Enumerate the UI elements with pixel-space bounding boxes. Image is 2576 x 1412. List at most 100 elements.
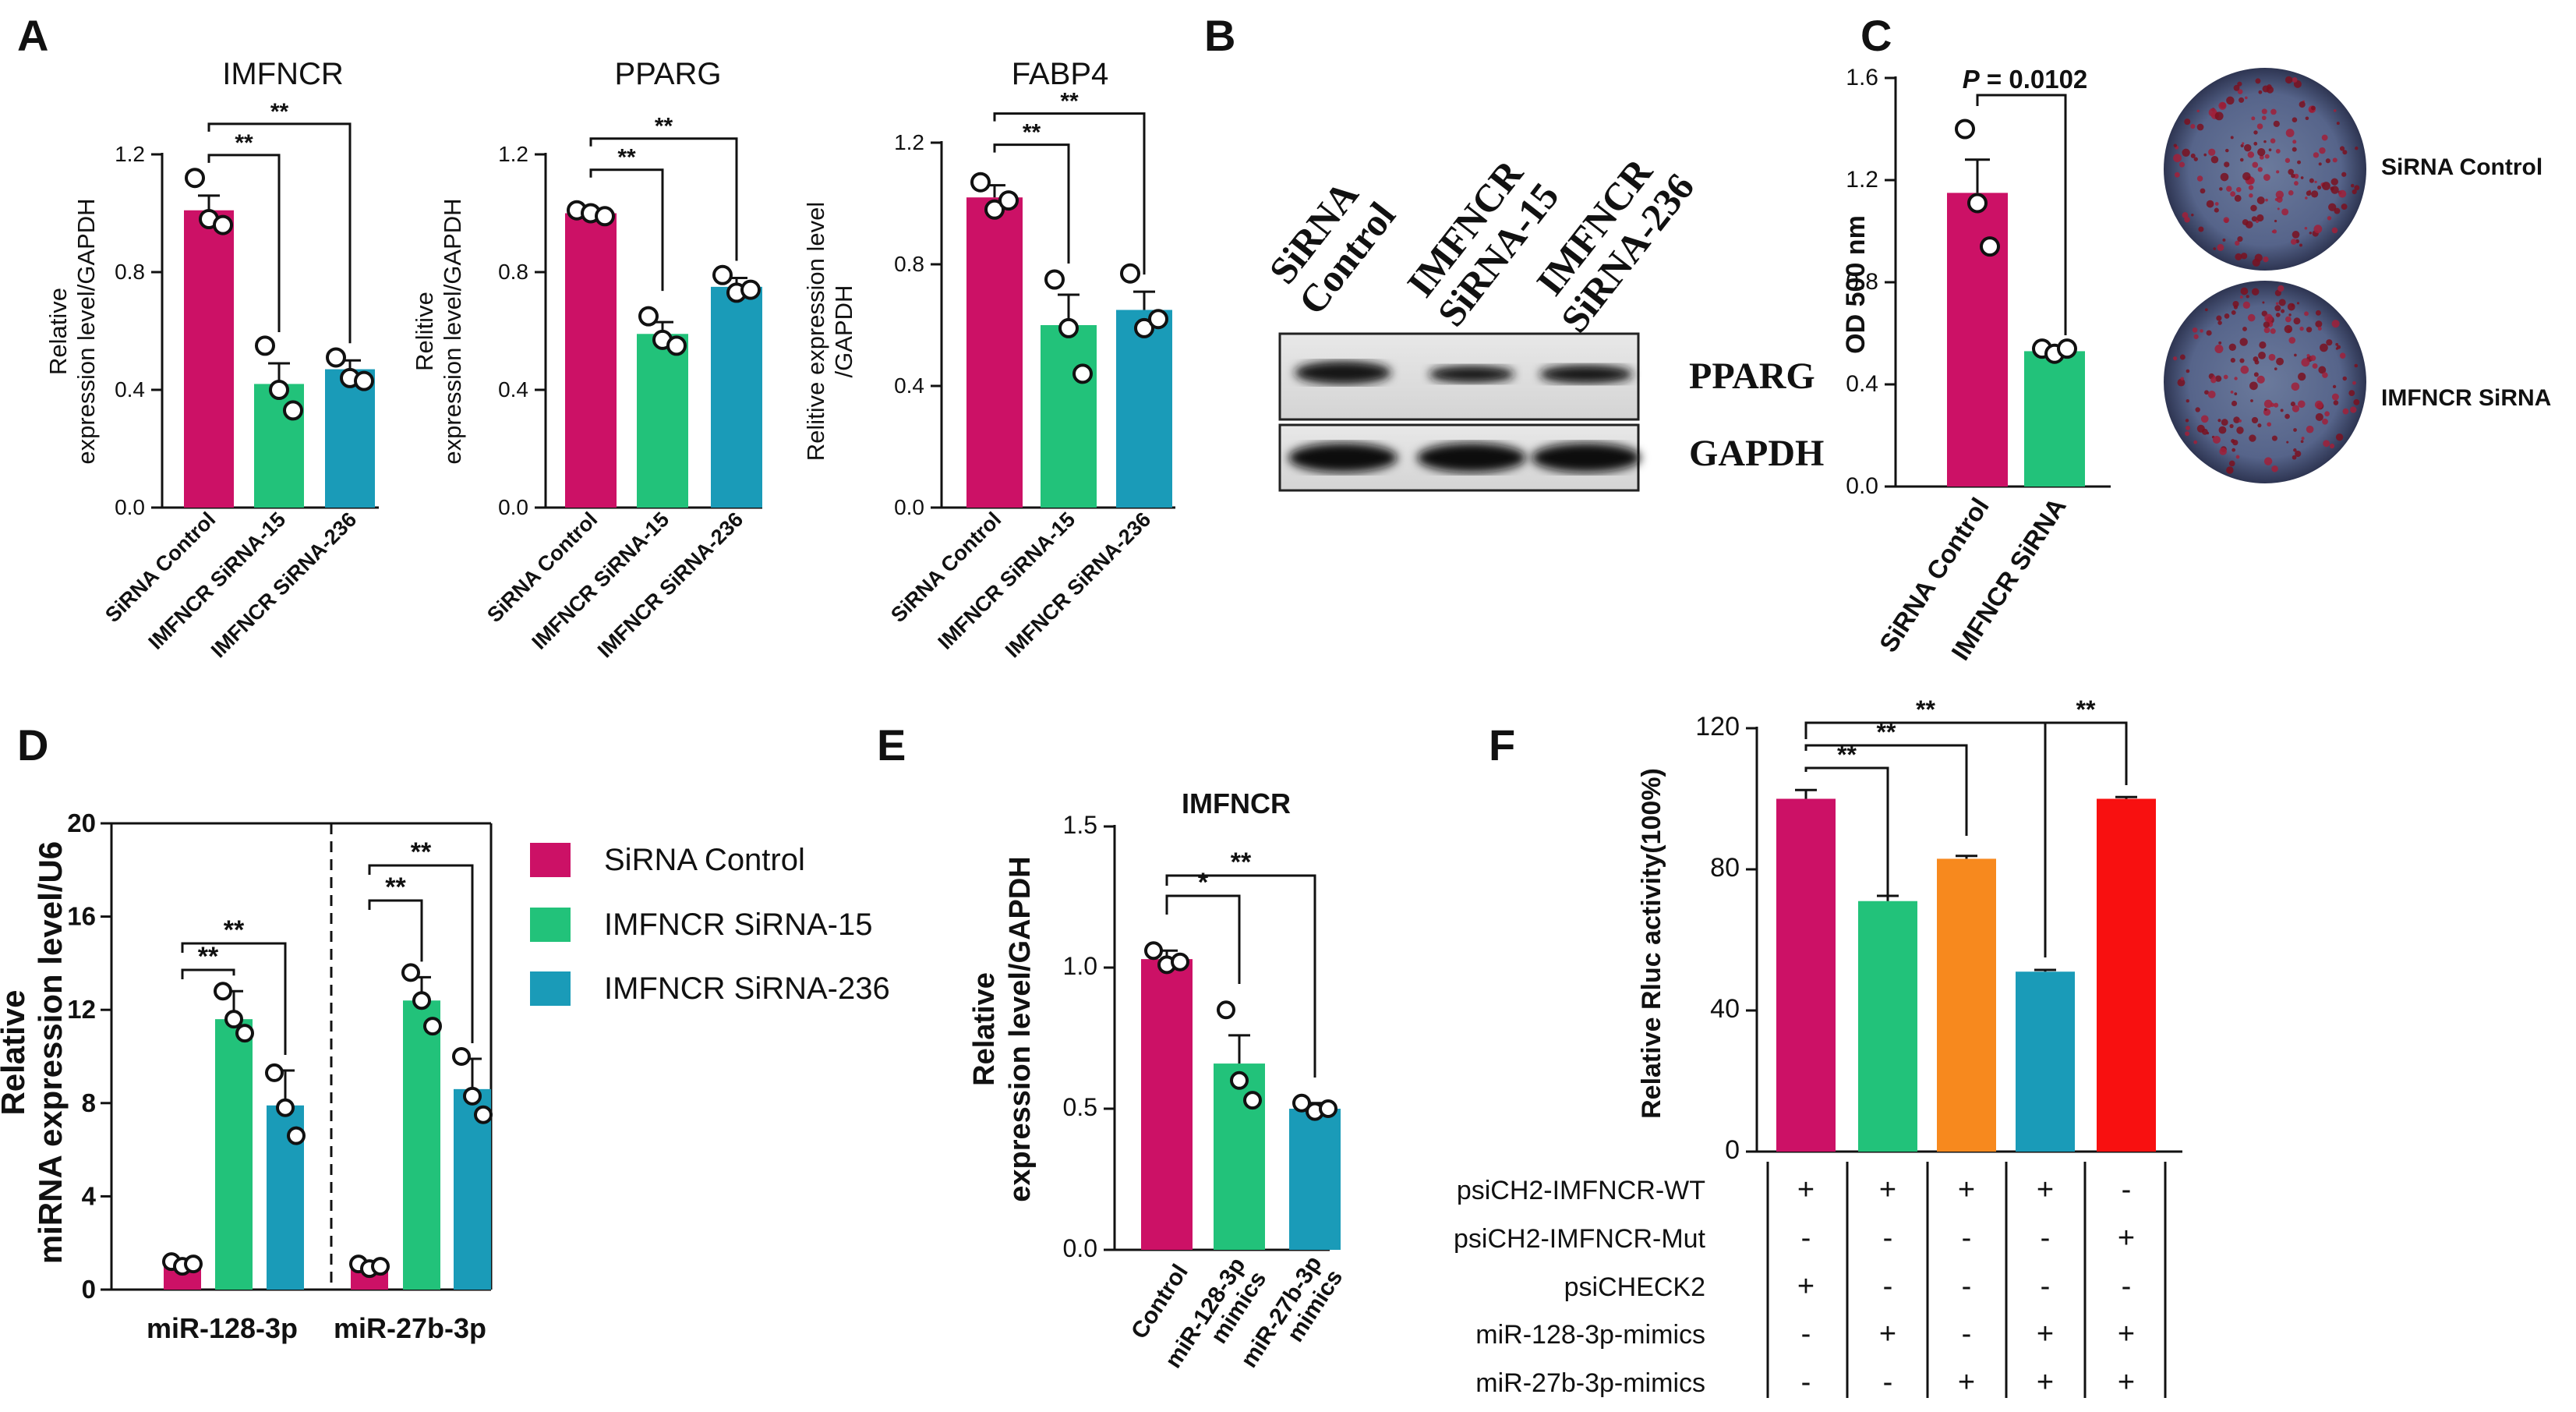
significance-label: **	[411, 837, 432, 867]
lipid-droplet	[2288, 190, 2294, 196]
table-mark: -	[1883, 1222, 1893, 1255]
lipid-droplet	[2275, 148, 2281, 154]
lipid-droplet	[2315, 412, 2323, 422]
lipid-droplet	[2275, 190, 2284, 199]
data-point	[283, 400, 303, 421]
chart-A1: 0.0 0.4 0.8 1.2 IMFNCR Relativeexpression lev…	[44, 57, 379, 662]
lipid-droplet	[2184, 216, 2190, 223]
lipid-droplet	[2305, 116, 2309, 121]
lipid-droplet	[2233, 416, 2240, 423]
x-tick-label: IMFNCR SiRNA-15	[933, 508, 1080, 654]
significance-label: *	[1198, 868, 1209, 897]
significance-bracket	[181, 968, 235, 979]
table-row-label: psiCH2-IMFNCR-WT	[1457, 1176, 1705, 1205]
legend: SiRNA Control IMFNCR SiRNA-15 IMFNCR SiRNA…	[530, 843, 890, 1006]
lipid-droplet	[2276, 170, 2280, 174]
lipid-droplet	[2296, 302, 2300, 305]
y-tick-label: 8	[82, 1088, 96, 1117]
lipid-droplet	[2284, 316, 2292, 323]
data-point	[1967, 193, 1988, 214]
lipid-droplet	[2220, 172, 2229, 182]
lipid-droplet	[2249, 434, 2256, 442]
lipid-droplet	[2214, 345, 2224, 354]
table-mark: +	[1879, 1318, 1896, 1350]
table-mark: +	[2037, 1318, 2054, 1350]
lipid-droplet	[2274, 305, 2281, 312]
y-tick-label: 0.4	[894, 373, 924, 398]
lipid-droplet	[2248, 185, 2254, 190]
lipid-droplet	[2328, 203, 2337, 211]
lipid-droplet	[2235, 240, 2240, 246]
lipid-droplet	[2327, 216, 2332, 221]
data-point	[740, 279, 761, 300]
data-point	[1171, 952, 1189, 971]
lane-label-text: IMFNCRSiRNA-15	[1396, 148, 1567, 334]
lipid-droplet	[2235, 455, 2240, 459]
significance-label: **	[198, 942, 219, 971]
y-axis-label: RelativemiRNA expression level/U6	[0, 841, 69, 1264]
lipid-droplet	[2301, 358, 2310, 367]
lipid-droplet	[2263, 256, 2269, 263]
lipid-droplet	[2288, 168, 2295, 175]
lipid-droplet	[2284, 76, 2293, 84]
significance-bracket	[368, 864, 474, 1043]
lipid-droplet	[2256, 214, 2264, 222]
lipid-droplet	[2224, 313, 2230, 319]
lipid-droplet	[2257, 423, 2262, 428]
y-axis-label-text: Relitiveexpression level/GAPDH	[411, 198, 466, 464]
lipid-droplet	[2331, 227, 2338, 234]
lipid-droplet	[2240, 143, 2244, 148]
panel-letter: A	[17, 11, 48, 60]
lipid-droplet	[2267, 422, 2272, 427]
y-axis-label-text: Relitive expression level/GAPDH	[802, 202, 857, 462]
lipid-droplet	[2271, 435, 2277, 441]
lipid-droplet	[2213, 247, 2217, 250]
lipid-droplet	[2219, 448, 2227, 455]
bar	[325, 369, 375, 508]
lipid-droplet	[2274, 219, 2277, 223]
panel-letter: C	[1860, 11, 1892, 60]
lipid-droplet	[2258, 351, 2266, 359]
data-point	[401, 963, 420, 982]
data-point	[1044, 269, 1065, 290]
lipid-droplet	[2263, 327, 2270, 334]
data-point	[712, 264, 733, 285]
bar	[1289, 1109, 1341, 1250]
y-axis-label-text: OD 500 nm	[1841, 215, 1871, 354]
lipid-droplet	[2251, 216, 2257, 222]
bar	[1937, 858, 1996, 1152]
bar	[711, 286, 762, 508]
pvalue-label: P = 0.0102	[1963, 65, 2088, 94]
lipid-droplet	[2251, 416, 2259, 424]
y-tick-label: 1.5	[1063, 811, 1097, 839]
lipid-droplet	[2306, 354, 2310, 358]
y-tick-label: 1.6	[1846, 65, 1878, 90]
lipid-droplet	[2313, 152, 2320, 158]
lipid-droplet	[2278, 299, 2286, 306]
lipid-droplet	[2236, 186, 2242, 193]
y-tick-label: 0.8	[498, 260, 528, 284]
y-axis-label: Relitiveexpression level/GAPDH	[411, 198, 466, 464]
lipid-droplet	[2191, 214, 2194, 217]
lipid-droplet	[2300, 176, 2304, 179]
y-axis-label: Relitive expression level/GAPDH	[802, 202, 857, 462]
chart-E: 0.0 0.5 1.0 1.5 IMFNCR Relative expression lev…	[968, 787, 1348, 1373]
lipid-droplet	[2216, 315, 2222, 321]
lipid-droplet	[2322, 372, 2328, 378]
lipid-droplet	[2206, 200, 2214, 208]
table-mark: -	[1801, 1222, 1811, 1255]
lipid-droplet	[2223, 217, 2230, 224]
table-mark: +	[2118, 1366, 2135, 1399]
y-tick-label: 4	[82, 1181, 97, 1210]
panel-letter: B	[1204, 11, 1235, 60]
lipid-droplet	[2290, 402, 2295, 407]
lipid-droplet	[2186, 399, 2189, 403]
lipid-droplet	[2182, 148, 2190, 157]
lipid-droplet	[2239, 419, 2242, 423]
data-point	[1120, 263, 1140, 284]
lipid-droplet	[2239, 295, 2243, 299]
legend-swatch	[530, 971, 571, 1006]
data-point	[265, 1063, 284, 1082]
lipid-droplet	[2196, 109, 2200, 113]
table-mark: -	[2041, 1222, 2051, 1255]
